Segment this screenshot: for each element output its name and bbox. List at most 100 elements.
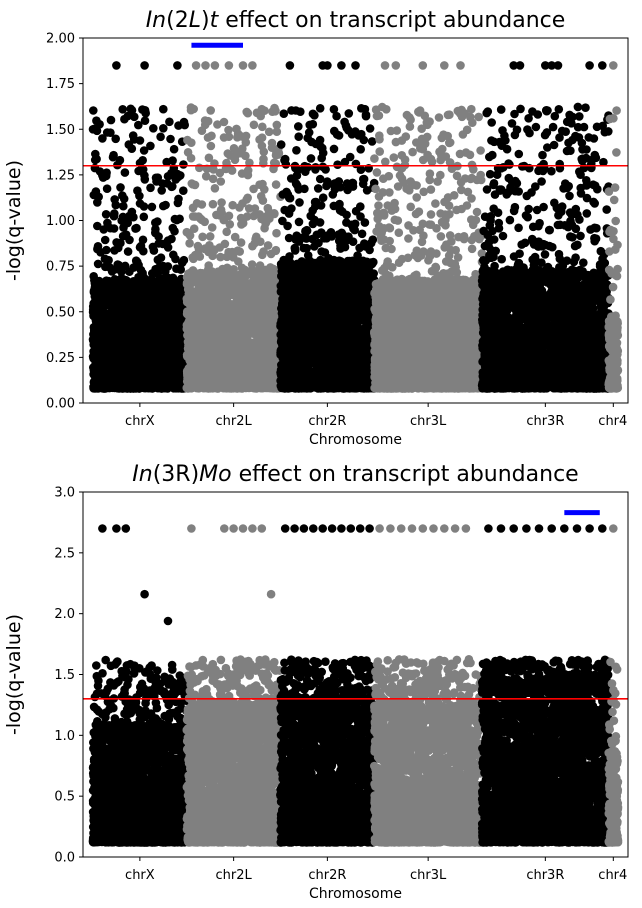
- data-point: [224, 334, 234, 344]
- data-point: [270, 103, 279, 113]
- data-point: [99, 364, 108, 374]
- data-point: [217, 198, 226, 207]
- data-point: [162, 326, 171, 336]
- data-point: [239, 366, 249, 376]
- data-point: [257, 133, 267, 142]
- data-point: [163, 236, 173, 245]
- data-point: [109, 296, 118, 305]
- data-point: [88, 335, 98, 344]
- data-point-top-hit: [191, 61, 201, 70]
- data-point: [122, 344, 131, 354]
- data-point: [255, 261, 265, 270]
- data-point: [147, 348, 157, 358]
- data-point: [130, 350, 139, 359]
- data-point: [113, 260, 122, 269]
- data-point-top-hit: [238, 61, 248, 70]
- data-point: [236, 276, 245, 286]
- data-point: [135, 199, 145, 208]
- data-point: [179, 160, 188, 169]
- data-point: [203, 133, 213, 142]
- data-point: [155, 274, 164, 283]
- chromosome-chr2R-points: [276, 61, 379, 393]
- data-point: [205, 369, 214, 379]
- data-point: [196, 306, 205, 316]
- data-point: [124, 316, 134, 326]
- data-point: [162, 345, 171, 355]
- data-point: [170, 214, 180, 224]
- data-points: [88, 61, 623, 393]
- data-point: [120, 168, 130, 177]
- data-point: [170, 226, 179, 236]
- data-point: [207, 323, 216, 333]
- data-point: [227, 381, 236, 391]
- data-point: [148, 269, 157, 278]
- data-point: [102, 245, 111, 255]
- data-point: [204, 343, 214, 353]
- data-point: [126, 384, 135, 393]
- data-point: [122, 329, 131, 338]
- data-point: [152, 286, 162, 296]
- data-point: [172, 264, 181, 274]
- data-point: [173, 326, 183, 336]
- chromosome-chr2L-points: [182, 61, 285, 393]
- data-point: [201, 356, 211, 365]
- data-point: [173, 198, 183, 208]
- data-point: [180, 120, 189, 130]
- data-point: [129, 135, 139, 144]
- data-point: [90, 155, 100, 165]
- data-point: [133, 286, 143, 295]
- data-point: [127, 365, 137, 375]
- chart-panel-inversion-2lt: 0.00 0.25 0.50 0.75 1.00 1.25 1.50 1.75 2.00 chrX…: [3, 8, 629, 448]
- data-point: [210, 184, 220, 193]
- data-point: [164, 273, 173, 283]
- data-point: [194, 342, 203, 352]
- data-point: [266, 285, 276, 295]
- data-point-top-hit: [88, 125, 98, 134]
- data-point: [271, 180, 281, 189]
- data-point: [204, 264, 213, 273]
- data-point: [243, 108, 253, 118]
- data-point: [111, 200, 121, 210]
- data-point: [123, 247, 133, 256]
- data-point: [195, 376, 204, 386]
- data-point: [264, 323, 274, 332]
- data-point: [268, 298, 277, 308]
- data-point: [143, 371, 153, 381]
- data-point: [179, 186, 188, 195]
- data-point: [127, 278, 137, 288]
- data-point: [230, 155, 240, 165]
- data-point-top-hit: [140, 61, 149, 70]
- data-point: [99, 287, 109, 297]
- data-point: [148, 242, 158, 252]
- data-point: [149, 124, 158, 133]
- data-point: [159, 201, 168, 211]
- data-point: [146, 183, 155, 193]
- data-point: [261, 219, 270, 228]
- data-point-top-hit: [210, 61, 220, 70]
- data-point: [102, 336, 111, 345]
- data-point: [136, 311, 146, 321]
- data-point: [208, 287, 217, 297]
- data-point: [107, 380, 116, 390]
- data-point: [106, 115, 116, 125]
- data-point: [208, 174, 218, 184]
- data-point: [182, 227, 192, 237]
- data-point: [185, 300, 195, 310]
- data-point: [198, 232, 207, 242]
- data-point: [207, 223, 217, 232]
- data-point: [264, 127, 274, 137]
- data-point: [99, 225, 108, 234]
- data-point: [274, 148, 284, 158]
- data-point: [248, 356, 258, 366]
- data-point: [101, 171, 111, 181]
- data-point: [192, 199, 202, 208]
- data-point: [188, 253, 197, 262]
- data-point-top-hit: [159, 104, 168, 114]
- data-point: [259, 247, 268, 256]
- data-point: [135, 191, 144, 201]
- data-point: [130, 331, 139, 341]
- data-point: [252, 313, 262, 322]
- data-point: [188, 180, 197, 189]
- data-point: [168, 156, 177, 165]
- data-point: [253, 268, 262, 278]
